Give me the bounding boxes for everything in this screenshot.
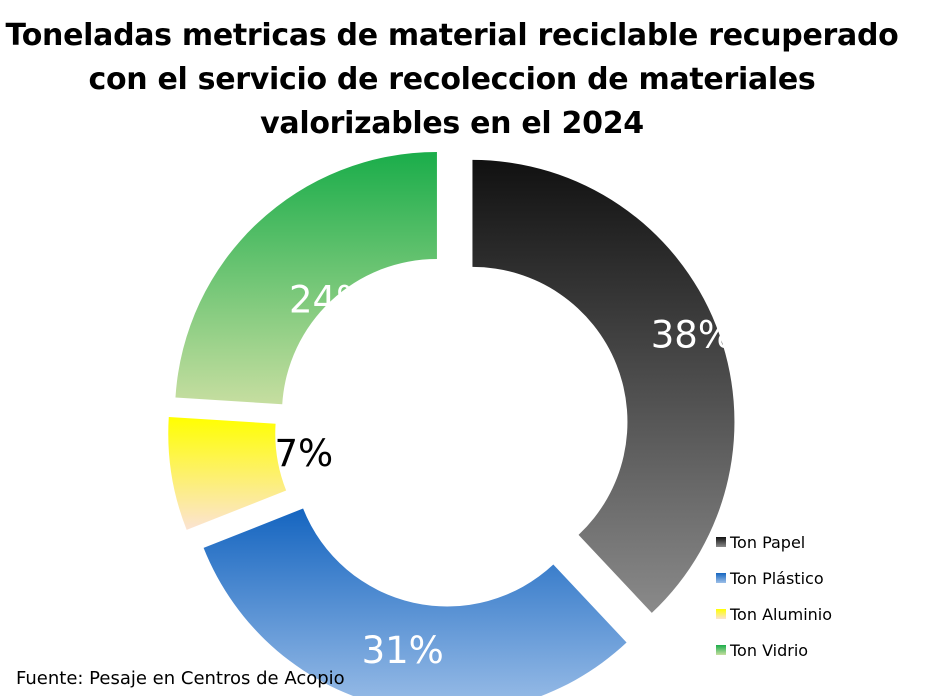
data-label-vidrio: 24% [289,279,371,322]
data-label-papel: 38% [651,314,733,357]
legend-item-papel: Ton Papel [716,524,926,560]
slice-aluminio [168,416,287,530]
legend-swatch-papel [716,537,726,547]
legend-item-plastico: Ton Plástico [716,560,926,596]
legend-item-vidrio: Ton Vidrio [716,632,926,668]
chart-title: Toneladas metricas de material reciclabl… [5,18,899,141]
legend-label-aluminio: Ton Aluminio [730,604,833,624]
slice-papel [472,159,735,613]
data-label-aluminio: 7% [274,432,333,475]
slice-vidrio [175,151,437,405]
legend-swatch-aluminio [716,609,726,619]
slice-plastico [203,508,627,696]
legend-swatch-vidrio [716,645,726,655]
source-note: Fuente: Pesaje en Centros de Acopio [16,668,345,689]
legend-label-plastico: Ton Plástico [730,568,824,588]
legend-label-papel: Ton Papel [730,532,806,552]
chart-legend: Ton Papel Ton Plástico Ton Aluminio Ton Vid… [716,524,926,668]
legend-label-vidrio: Ton Vidrio [730,640,809,660]
data-label-plastico: 31% [362,629,444,672]
legend-swatch-plastico [716,573,726,583]
legend-item-aluminio: Ton Aluminio [716,596,926,632]
